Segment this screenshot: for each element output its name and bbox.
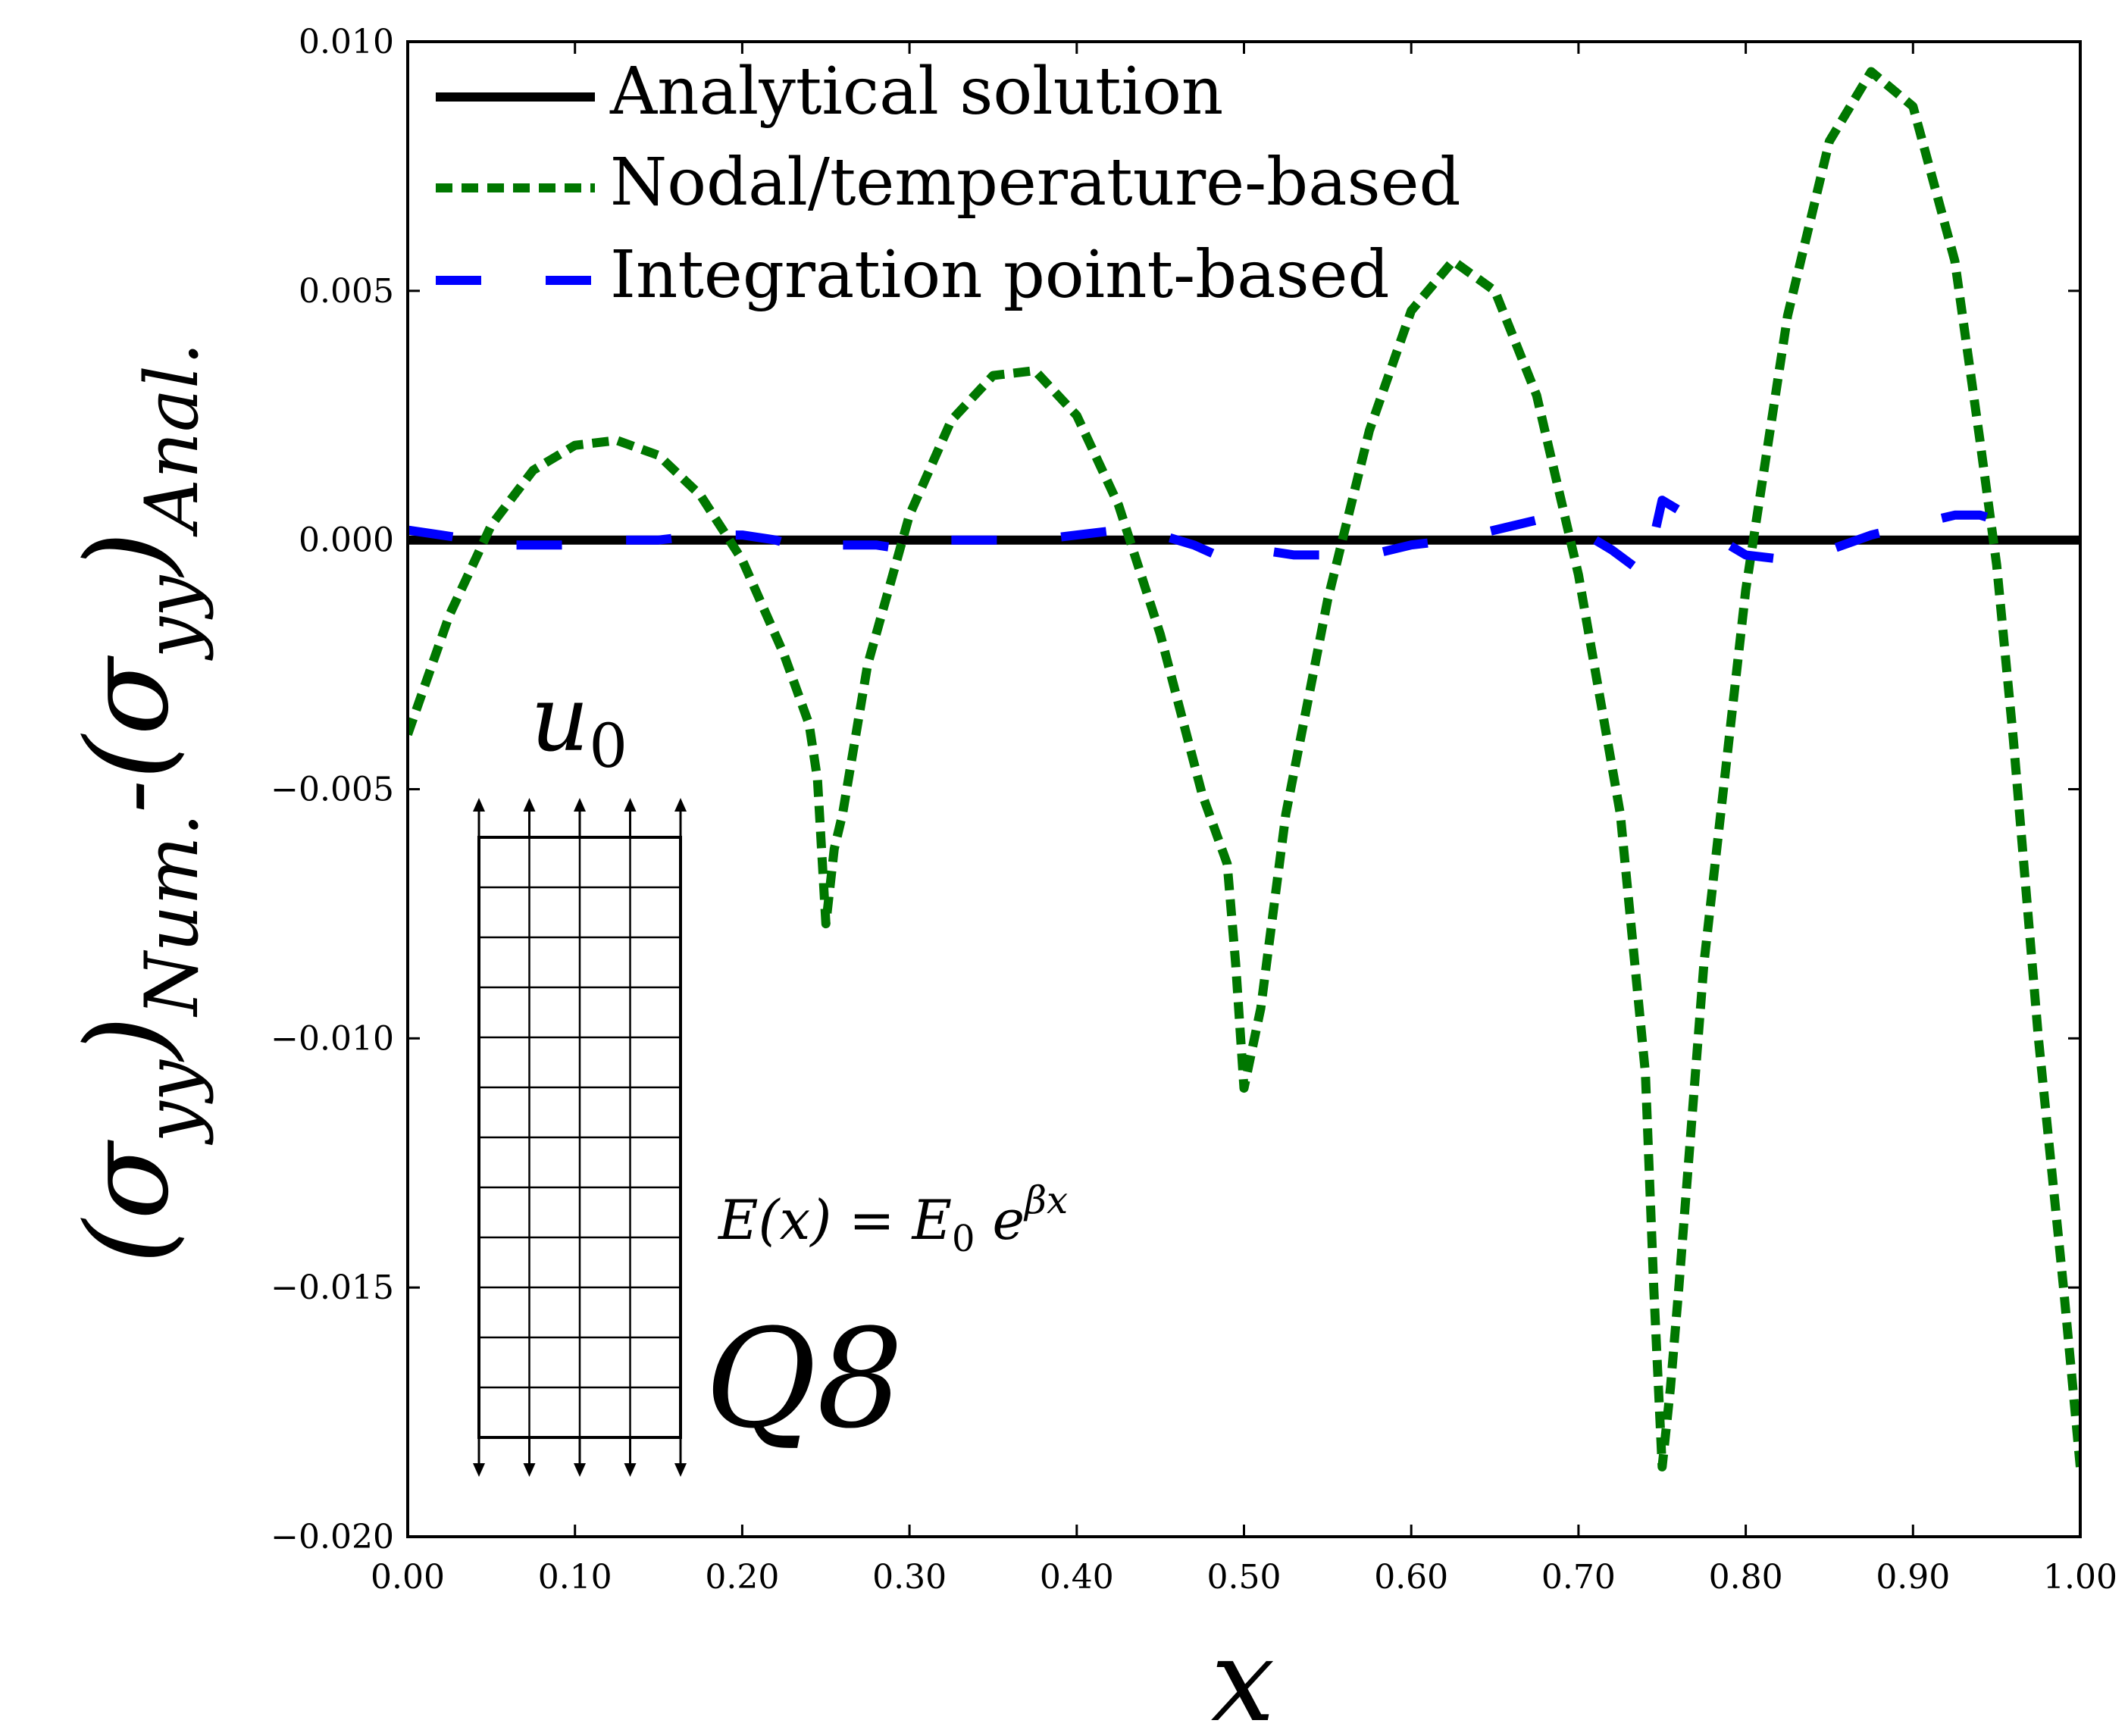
x-tick-label: 0.70 bbox=[1541, 1558, 1616, 1597]
mesh-arrowhead bbox=[473, 1463, 485, 1477]
x-tick-label: 0.30 bbox=[872, 1558, 947, 1597]
y-tick-label: −0.010 bbox=[271, 1019, 394, 1058]
legend-label-analytical: Analytical solution bbox=[609, 54, 1223, 130]
mesh-arrowhead bbox=[674, 798, 687, 812]
mesh-arrowhead bbox=[574, 798, 586, 812]
y-tick-label: 0.005 bbox=[299, 272, 394, 311]
x-tick-label: 0.80 bbox=[1709, 1558, 1783, 1597]
legend: Analytical solution Nodal/temperature-ba… bbox=[436, 54, 1461, 313]
y-label-sub1: yy bbox=[130, 1059, 214, 1145]
mesh-arrowhead bbox=[523, 1463, 536, 1477]
y-tick-label: −0.015 bbox=[271, 1268, 394, 1307]
boundary-label: u0 bbox=[530, 667, 627, 781]
mesh-arrowhead bbox=[574, 1463, 586, 1477]
equation-label: E(x) = E0 eβx bbox=[717, 1178, 1068, 1260]
mesh-arrowhead bbox=[674, 1463, 687, 1477]
mesh-arrowhead bbox=[473, 798, 485, 812]
x-tick-label: 0.50 bbox=[1207, 1558, 1281, 1597]
mesh-arrowhead bbox=[624, 798, 637, 812]
y-axis-label: (σyy)Num.-(σyy)Anal. bbox=[62, 343, 214, 1265]
series-line-2 bbox=[408, 496, 2041, 580]
x-tick-label: 0.10 bbox=[538, 1558, 612, 1597]
x-axis-label: x bbox=[1211, 1616, 1275, 1736]
mesh-inset bbox=[473, 798, 687, 1477]
y-label-open2: (σ bbox=[62, 655, 194, 780]
y-label-sub3: yy bbox=[130, 574, 214, 661]
legend-label-nodal: Nodal/temperature-based bbox=[610, 145, 1461, 221]
ticks-layer: 0.00 0.10 0.20 0.30 0.40 0.50 0.60 0.70 0.80 0.90… bbox=[271, 23, 2117, 1597]
series-line-1 bbox=[408, 67, 2080, 1472]
x-tick-label: 0.60 bbox=[1374, 1558, 1448, 1597]
y-tick-label: 0.000 bbox=[299, 521, 394, 560]
y-label-sub2: Num. bbox=[130, 813, 214, 1017]
x-tick-label: 0.90 bbox=[1876, 1558, 1950, 1597]
y-tick-label: −0.005 bbox=[271, 771, 394, 809]
y-label-open: (σ bbox=[62, 1140, 194, 1265]
legend-label-integration: Integration point-based bbox=[610, 237, 1390, 313]
x-tick-label: 0.00 bbox=[371, 1558, 445, 1597]
mesh-arrowhead bbox=[624, 1463, 637, 1477]
y-label-sub4: Anal. bbox=[130, 343, 214, 538]
y-label-close2: ) bbox=[62, 531, 194, 578]
svg-text:(σyy)Num.-(σyy)Anal.: (σyy)Num.-(σyy)Anal. bbox=[62, 343, 214, 1265]
y-tick-label: 0.010 bbox=[299, 23, 394, 61]
mesh-arrowhead bbox=[523, 798, 536, 812]
x-tick-label: 0.20 bbox=[705, 1558, 779, 1597]
x-tick-label: 1.00 bbox=[2043, 1558, 2117, 1597]
x-tick-label: 0.40 bbox=[1040, 1558, 1114, 1597]
series-layer bbox=[408, 67, 2080, 1472]
y-label-dash: - bbox=[75, 780, 190, 813]
y-label-close1: ) bbox=[62, 1015, 194, 1062]
y-tick-label: −0.020 bbox=[271, 1518, 394, 1556]
element-label: Q8 bbox=[705, 1300, 903, 1459]
